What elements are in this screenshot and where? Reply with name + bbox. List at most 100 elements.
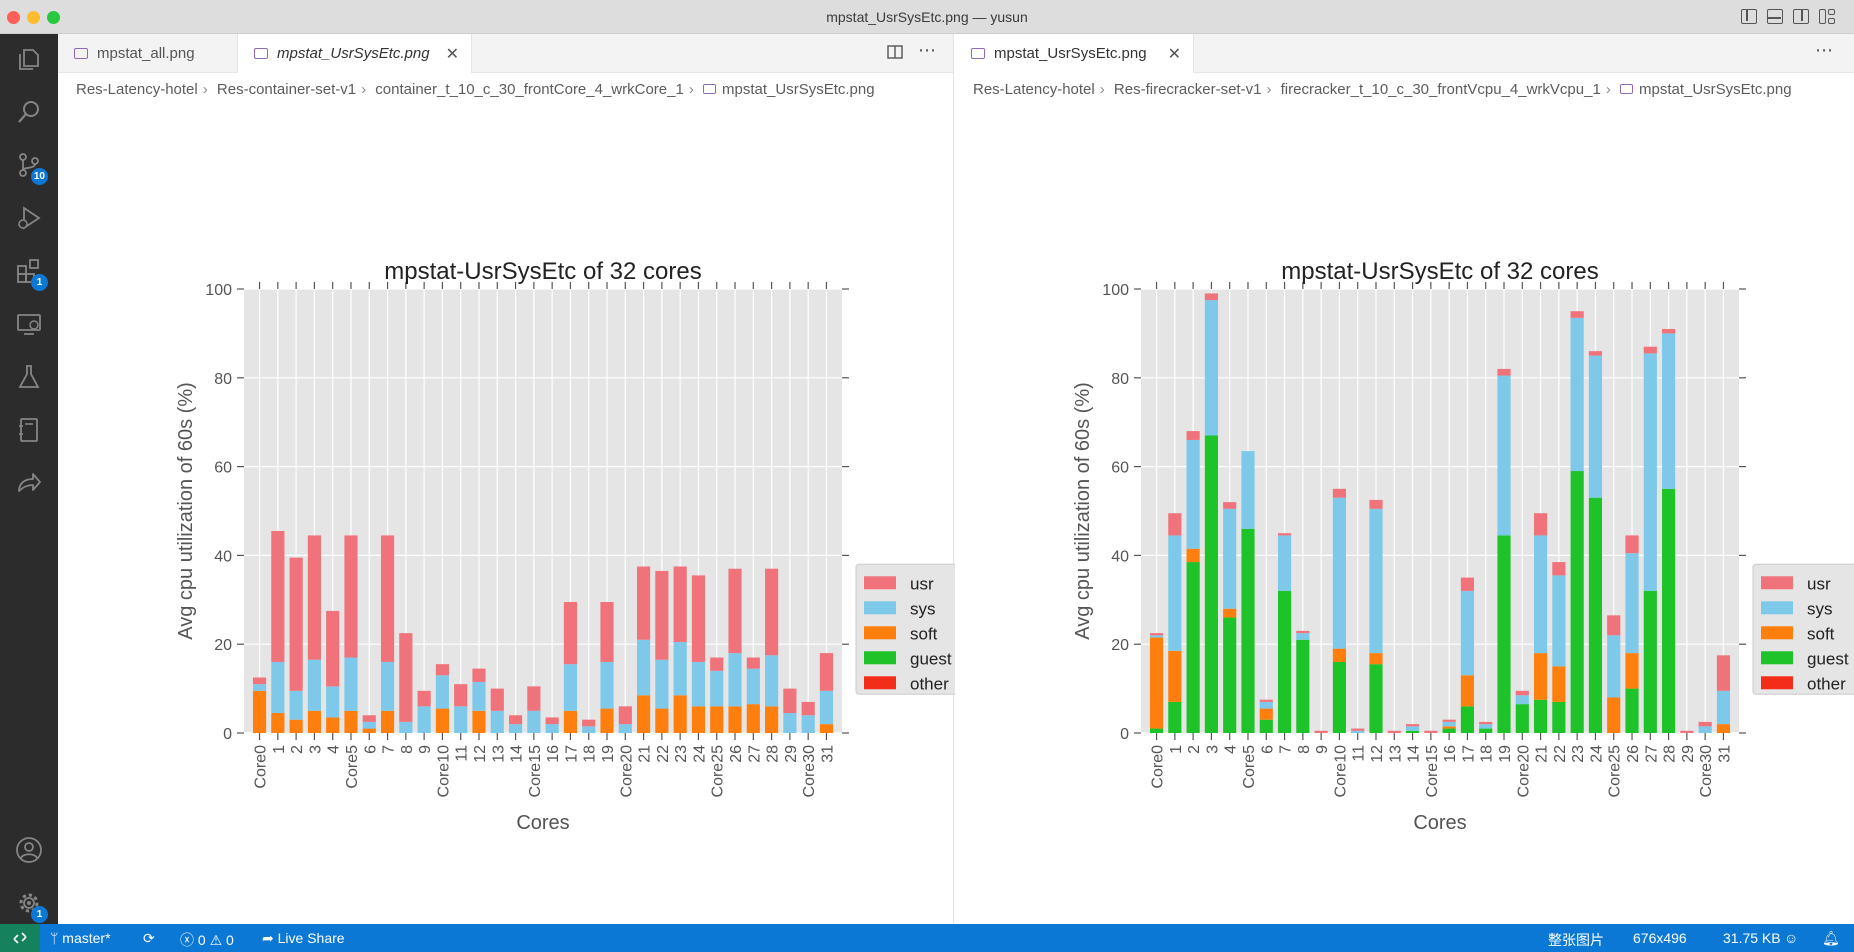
x-tick-label: 13 (1387, 745, 1404, 763)
maximize-window-button[interactable] (47, 11, 60, 24)
error-count: 0 (197, 932, 206, 948)
bar-guest (1149, 728, 1164, 733)
close-tab-icon[interactable]: ✕ (1167, 45, 1181, 63)
accounts-icon[interactable] (14, 835, 44, 865)
bar-guest (1241, 528, 1255, 733)
breadcrumb-item[interactable]: firecracker_t_10_c_30_frontVcpu_4_wrkVcp… (1280, 81, 1601, 98)
legend-swatch-usr (864, 576, 896, 590)
notebook-icon[interactable] (14, 415, 44, 445)
x-tick-label: 19 (600, 745, 617, 763)
bar-sys (783, 713, 797, 733)
toggle-panel-icon[interactable] (1767, 9, 1783, 24)
bar-guest (1460, 706, 1475, 733)
breadcrumb-item[interactable]: mpstat_UsrSysEtc.png (722, 81, 875, 98)
breadcrumb-item[interactable]: mpstat_UsrSysEtc.png (1638, 81, 1792, 98)
remote-explorer-icon[interactable] (14, 309, 44, 339)
more-actions-icon[interactable]: ⋯ (918, 40, 936, 60)
live-share-label: Live Share (277, 930, 345, 946)
legend-label-soft: soft (1807, 624, 1835, 643)
image-file-icon (74, 48, 88, 59)
more-actions-icon[interactable]: ⋯ (1815, 40, 1833, 60)
search-icon[interactable] (14, 97, 44, 127)
bar-sys (1662, 333, 1676, 489)
toggle-primary-sidebar-icon[interactable] (1741, 9, 1757, 24)
problems-indicator[interactable]: ⓧ 0 ⚠ 0 (180, 930, 234, 950)
split-editor-icon[interactable] (887, 44, 903, 65)
bar-guest (1296, 639, 1310, 733)
x-tick-label: 27 (1643, 745, 1660, 763)
x-tick-label: Core20 (1515, 745, 1532, 798)
legend-label-guest: guest (910, 649, 952, 668)
x-tick-label: 16 (545, 745, 562, 763)
manage-gear-icon[interactable]: 1 (14, 888, 48, 923)
bar-usr (728, 568, 742, 654)
branch-name: master* (62, 930, 111, 946)
breadcrumb-item[interactable]: Res-Latency-hotel (76, 81, 198, 98)
customize-layout-icon[interactable] (1819, 9, 1835, 24)
bar-sys (1698, 726, 1712, 733)
source-control-icon[interactable]: 10 (14, 150, 48, 185)
y-axis-label: Avg cpu utilization of 60s (%) (1072, 382, 1094, 640)
run-debug-icon[interactable] (14, 203, 44, 233)
notifications-bell-icon[interactable]: 🔔︎ (1822, 930, 1840, 946)
remote-indicator[interactable] (0, 924, 40, 952)
bar-usr (1716, 655, 1731, 691)
branch-indicator[interactable]: ᛘ master* (50, 930, 111, 946)
bar-sys (1168, 535, 1182, 651)
bar-guest (1588, 497, 1603, 733)
x-tick-label: 11 (454, 745, 471, 762)
bar-soft (1716, 724, 1731, 733)
breadcrumb-item[interactable]: Res-Latency-hotel (973, 81, 1095, 98)
bar-usr (563, 602, 578, 665)
bar-soft (1168, 650, 1182, 702)
live-share-icon[interactable] (14, 468, 44, 498)
tab-mpstat-all[interactable]: mpstat_all.png (58, 34, 238, 73)
x-tick-label: 28 (1662, 745, 1679, 763)
breadcrumb-item[interactable]: container_t_10_c_30_frontCore_4_wrkCore_… (375, 81, 684, 98)
minimize-window-button[interactable] (27, 11, 40, 24)
bar-sys (508, 724, 523, 733)
x-tick-label: 23 (673, 745, 690, 763)
bar-usr (655, 570, 669, 660)
x-tick-label: Core10 (1332, 745, 1349, 798)
bar-soft (710, 706, 724, 733)
bar-sys (1204, 300, 1218, 436)
tab-mpstat-usrsysetc-right[interactable]: mpstat_UsrSysEtc.png ✕ (955, 34, 1194, 73)
x-axis-label: Cores (1413, 812, 1466, 834)
image-zoom-label[interactable]: 整张图片 (1548, 932, 1604, 948)
x-tick-label: 17 (1460, 745, 1477, 763)
explorer-icon[interactable] (14, 44, 44, 74)
x-tick-label: 4 (1223, 745, 1240, 754)
bar-usr (344, 535, 358, 658)
settings-badge: 1 (31, 906, 48, 923)
x-tick-label: 1 (1168, 745, 1185, 754)
bar-sys (435, 675, 450, 709)
y-tick-label: 80 (1111, 371, 1129, 388)
bar-soft (307, 710, 321, 733)
toggle-secondary-sidebar-icon[interactable] (1793, 9, 1809, 24)
x-tick-label: 24 (691, 745, 708, 763)
sync-icon[interactable]: ⟳ (143, 930, 155, 946)
x-tick-label: Core20 (618, 745, 635, 798)
bar-soft (326, 717, 340, 733)
x-tick-label: Core30 (1698, 745, 1715, 798)
live-share-status[interactable]: ➦ Live Share (262, 930, 345, 947)
bar-usr (1387, 730, 1401, 733)
editor-group-right: mpstat_UsrSysEtc.png ✕ ⋯ Res-Latency-hot… (955, 34, 1854, 924)
close-tab-icon[interactable]: ✕ (445, 45, 459, 63)
breadcrumb-item[interactable]: Res-container-set-v1 (216, 81, 357, 98)
legend-swatch-usr (1761, 576, 1793, 590)
close-window-button[interactable] (7, 11, 20, 24)
bar-soft (691, 706, 706, 733)
bar-usr (380, 535, 395, 662)
feedback-icon[interactable]: ☺ (1784, 930, 1799, 946)
testing-icon[interactable] (14, 362, 44, 392)
bar-guest (1442, 728, 1456, 733)
legend-swatch-other (1761, 676, 1793, 690)
tab-mpstat-usrsysetc[interactable]: mpstat_UsrSysEtc.png ✕ (238, 34, 472, 73)
breadcrumb-item[interactable]: Res-firecracker-set-v1 (1113, 81, 1262, 98)
extensions-icon[interactable]: 1 (14, 256, 48, 291)
legend: usr sys soft guest other (1752, 563, 1854, 695)
bar-sys (417, 706, 431, 733)
